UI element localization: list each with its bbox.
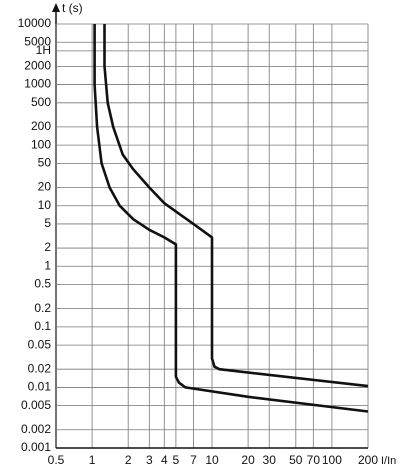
x-tick-label: 1 (89, 453, 96, 467)
y-tick-label: 1 (44, 258, 51, 272)
x-tick-label: 70 (307, 453, 321, 467)
y-axis-title: t (s) (62, 1, 83, 15)
y-tick-label: 0.02 (28, 361, 52, 375)
y-tick-label: 5000 (24, 34, 51, 48)
x-tick-label: 100 (322, 453, 342, 467)
y-tick-label: 5 (44, 216, 51, 230)
y-tick-label: 50 (38, 156, 52, 170)
y-tick-label: 500 (31, 95, 51, 109)
y-tick-label: 0.01 (28, 380, 52, 394)
y-tick-label: 0.5 (34, 277, 51, 291)
x-tick-label: 20 (241, 453, 255, 467)
x-tick-label: 0.5 (48, 453, 65, 467)
y-tick-label: 0.1 (34, 319, 51, 333)
y-tick-label: 0.001 (21, 440, 51, 454)
y-tick-label: 1H (36, 43, 51, 57)
y-tick-label: 20 (38, 180, 52, 194)
y-tick-label: 100 (31, 137, 51, 151)
y-tick-label: 2000 (24, 59, 51, 73)
x-tick-label: 4 (161, 453, 168, 467)
x-tick-label: 10 (205, 453, 219, 467)
x-axis-title: I/In (381, 455, 396, 467)
y-tick-label: 10 (38, 198, 52, 212)
x-tick-label: 3 (146, 453, 153, 467)
x-tick-label: 7 (190, 453, 197, 467)
y-tick-label: 1000 (24, 77, 51, 91)
y-tick-label: 200 (31, 119, 51, 133)
x-tick-label: 200 (358, 453, 378, 467)
y-tick-label: 2 (44, 240, 51, 254)
x-tick-label: 30 (263, 453, 277, 467)
x-tick-label: 2 (125, 453, 132, 467)
y-tick-label: 0.2 (34, 301, 51, 315)
y-tick-label: 0.005 (21, 398, 51, 412)
y-tick-label: 0.05 (28, 337, 52, 351)
curve (103, 24, 369, 388)
x-tick-label: 5 (173, 453, 180, 467)
x-tick-label: 50 (289, 453, 303, 467)
y-tick-label: 0.002 (21, 422, 51, 436)
curve (93, 24, 369, 413)
y-tick-label: 10000 (18, 16, 52, 30)
y-axis-arrow (52, 3, 60, 12)
